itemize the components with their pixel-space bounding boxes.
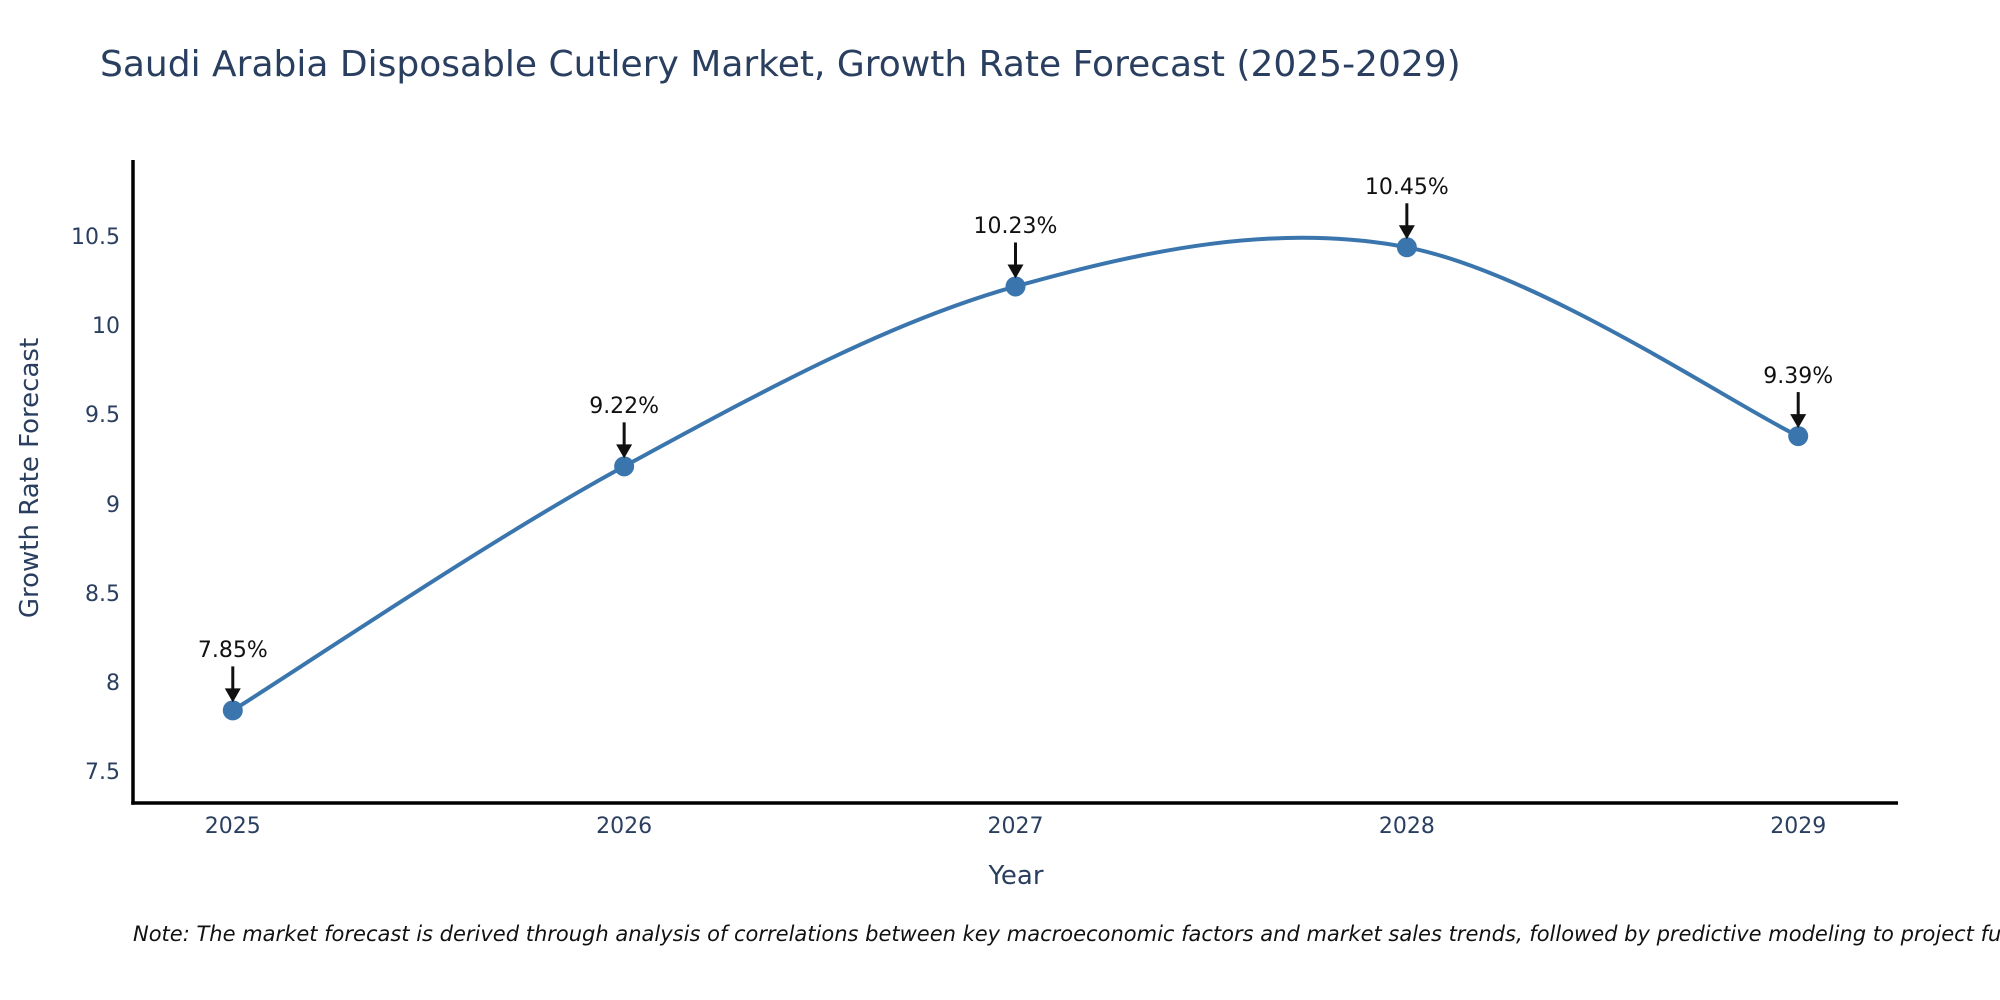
forecast-line-series [222, 235, 1809, 721]
y-tick-label: 8.5 [85, 581, 120, 607]
data-point-value-label: 10.23% [973, 214, 1058, 240]
data-point-marker [222, 700, 243, 721]
y-tick-label: 9 [106, 492, 120, 518]
annotation-arrows [224, 203, 1807, 703]
data-point-value-label: 7.85% [197, 638, 268, 664]
y-tick-label: 10.5 [71, 225, 120, 251]
annotation-arrowhead-icon [1398, 225, 1415, 240]
data-point-value-label: 10.45% [1364, 175, 1449, 201]
data-point-marker [1396, 237, 1417, 258]
data-point-value-label: 9.39% [1763, 364, 1834, 390]
data-point-marker [614, 456, 635, 477]
x-tick-label: 2026 [596, 814, 653, 839]
annotation-arrowhead-icon [1007, 264, 1024, 279]
y-axis-title: Growth Rate Forecast [15, 337, 45, 619]
annotation-arrowhead-icon [224, 688, 241, 703]
annotation-arrowhead-icon [616, 444, 633, 459]
x-tick-label: 2029 [1770, 814, 1827, 839]
forecast-line [230, 235, 1801, 713]
x-tick-label: 2025 [204, 814, 261, 839]
annotation-arrowhead-icon [1790, 414, 1807, 429]
y-tick-label: 10 [92, 314, 120, 340]
y-tick-label: 9.5 [85, 403, 120, 429]
footnote-text: Note: The market forecast is derived thr… [133, 922, 2000, 946]
chart-title: Saudi Arabia Disposable Cutlery Market, … [100, 44, 1461, 85]
x-tick-label: 2028 [1378, 814, 1435, 839]
x-axis-title: Year [988, 861, 1044, 891]
data-point-value-label: 9.22% [589, 394, 660, 420]
y-tick-label: 8 [106, 670, 120, 696]
data-point-marker [1005, 276, 1026, 297]
axis-spines [131, 160, 1898, 805]
x-tick-label: 2027 [987, 814, 1044, 839]
y-tick-label: 7.5 [85, 759, 120, 785]
data-point-marker [1788, 426, 1809, 447]
